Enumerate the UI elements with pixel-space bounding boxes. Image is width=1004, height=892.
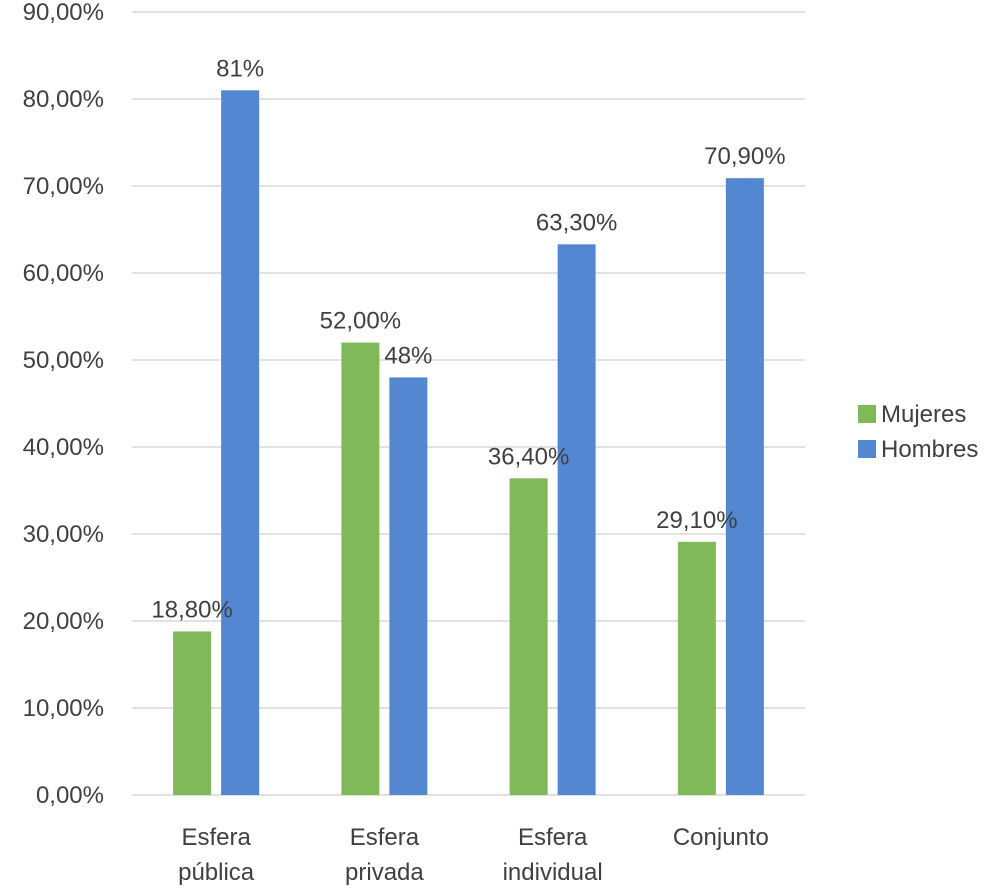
y-tick-label: 60,00%	[23, 260, 104, 287]
data-label: 52,00%	[320, 308, 401, 335]
bars	[173, 90, 764, 796]
legend-swatch-hombres	[858, 440, 876, 458]
data-label: 18,80%	[151, 596, 232, 623]
legend-label-hombres: Hombres	[881, 436, 978, 463]
y-tick-label: 20,00%	[23, 608, 104, 635]
bar-hombres	[557, 244, 596, 796]
x-category-label: Esfera	[350, 824, 420, 851]
y-tick-label: 40,00%	[23, 434, 104, 461]
x-axis-category-labels: Esfera pública Esfera privada Esfera individu…	[178, 824, 769, 886]
bar-hombres	[725, 178, 764, 796]
x-category-label: Esfera	[518, 824, 588, 851]
y-tick-label: 80,00%	[23, 86, 104, 113]
bar-mujeres	[341, 342, 380, 795]
bar-mujeres	[677, 541, 716, 795]
y-axis-tick-labels: 0,00% 10,00% 20,00% 30,00% 40,00% 50,00% 60,00…	[23, 0, 104, 809]
y-tick-label: 90,00%	[23, 0, 104, 26]
x-category-label: individual	[503, 859, 603, 886]
bar-hombres	[221, 90, 260, 796]
data-label: 81%	[216, 55, 264, 82]
y-tick-label: 50,00%	[23, 347, 104, 374]
x-category-label: pública	[178, 859, 255, 886]
data-label: 70,90%	[704, 143, 785, 170]
legend-swatch-mujeres	[858, 405, 876, 423]
legend: Mujeres Hombres	[858, 401, 978, 463]
bar-hombres	[389, 377, 428, 795]
y-tick-label: 70,00%	[23, 173, 104, 200]
x-category-label: Esfera	[181, 824, 251, 851]
bar-mujeres	[173, 631, 212, 795]
y-tick-label: 0,00%	[36, 782, 104, 809]
data-labels: 18,80% 81% 52,00% 48% 36,40% 63,30% 29,10% 70,9…	[151, 55, 785, 623]
y-tick-label: 30,00%	[23, 521, 104, 548]
x-category-label: privada	[345, 859, 424, 886]
data-label: 48%	[384, 342, 432, 369]
data-label: 36,40%	[488, 443, 569, 470]
data-label: 29,10%	[656, 507, 737, 534]
y-tick-label: 10,00%	[23, 695, 104, 722]
data-label: 63,30%	[536, 209, 617, 236]
x-category-label: Conjunto	[673, 824, 769, 851]
legend-label-mujeres: Mujeres	[881, 401, 966, 428]
bar-mujeres	[509, 478, 548, 795]
